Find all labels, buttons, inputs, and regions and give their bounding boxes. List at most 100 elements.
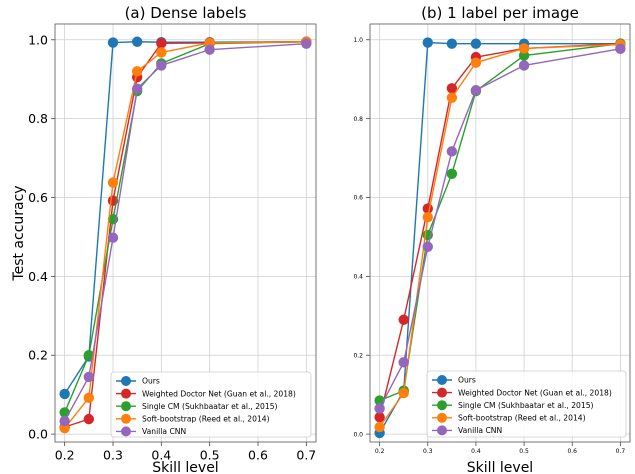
legend-box: [110, 371, 312, 438]
y-tick-label: 0.8: [28, 111, 48, 126]
data-point: [398, 357, 409, 368]
x-axis-label: Skill level: [467, 460, 533, 474]
legend-label: Ours: [458, 376, 476, 385]
y-tick-label: 0.6: [353, 195, 363, 202]
data-point: [156, 38, 167, 49]
data-point: [446, 168, 458, 180]
data-point: [422, 241, 433, 253]
chart-panel-2: 0.2 0.3 0.4 0.5 0.6 0.7 0.0 0.2 0.4 0.6 0.8 1.0 (b) …: [353, 4, 631, 474]
series-5: [374, 43, 626, 414]
data-point: [374, 411, 385, 423]
x-tick-label: 0.2: [55, 448, 75, 463]
data-point: [204, 44, 215, 55]
y-tick-label: 0.4: [353, 274, 363, 281]
series-5: [59, 38, 312, 427]
legend-marker: [437, 400, 447, 411]
data-point: [107, 232, 119, 243]
data-point: [470, 85, 482, 96]
y-tick-label: 0.4: [28, 269, 48, 284]
data-point: [156, 60, 167, 71]
data-point: [518, 60, 530, 71]
data-point: [59, 388, 70, 400]
legend-label: Ours: [142, 377, 160, 386]
data-point: [615, 43, 626, 55]
chart-panel-1: 0.2 0.3 0.4 0.5 0.6 0.7 0.0 0.2 0.4 0.6 0.8 1.0 (a) …: [11, 4, 317, 474]
data-point: [470, 38, 482, 49]
legend-label: Single CM (Sukhbaatar et al., 2015): [458, 401, 594, 410]
legend: Ours Weighted Doctor Net (Guan et al., 20…: [426, 370, 627, 438]
legend-entry: Ours: [116, 376, 160, 386]
data-point: [83, 350, 95, 361]
x-tick-label: 0.5: [200, 448, 220, 463]
data-point: [107, 177, 119, 188]
data-point: [374, 421, 385, 433]
y-tick-label: 0.6: [28, 190, 48, 205]
data-point: [59, 415, 70, 427]
legend-entry: Soft-bootstrap (Reed et al., 2014): [432, 412, 586, 423]
data-point: [301, 38, 312, 49]
x-tick-label: 0.4: [471, 448, 481, 455]
data-point: [156, 47, 167, 58]
legend-entry: Ours: [432, 375, 476, 385]
data-point: [470, 57, 482, 68]
x-axis-label: Skill level: [152, 460, 218, 474]
legend-label: Soft-bootstrap (Reed et al., 2014): [458, 414, 586, 423]
legend-marker: [121, 388, 131, 399]
data-point: [83, 392, 95, 404]
chart-title: (b) 1 label per image: [421, 4, 579, 22]
data-point: [131, 83, 143, 94]
legend-marker: [121, 376, 131, 386]
legend-entry: Single CM (Sukhbaatar et al., 2015): [432, 400, 594, 411]
legend-label: Soft-bootstrap (Reed et al., 2014): [142, 415, 270, 424]
legend-entry: Soft-bootstrap (Reed et al., 2014): [116, 413, 270, 424]
legend-entry: Single CM (Sukhbaatar et al., 2015): [116, 401, 278, 412]
legend-marker: [437, 375, 447, 385]
data-point: [398, 314, 409, 325]
legend-label: Vanilla CNN: [458, 426, 502, 435]
chart-title: (a) Dense labels: [125, 4, 247, 22]
y-tick-label: 0.0: [353, 431, 363, 438]
legend-marker: [437, 387, 447, 398]
legend-entry: Vanilla CNN: [432, 425, 502, 436]
data-point: [83, 413, 95, 425]
data-point: [446, 38, 458, 49]
x-tick-label: 0.3: [423, 448, 433, 455]
data-point: [374, 403, 385, 414]
data-point: [131, 66, 143, 77]
legend-marker: [121, 426, 131, 437]
y-tick-label: 0.0: [28, 427, 48, 442]
data-point: [446, 146, 458, 157]
legend-label: Weighted Doctor Net (Guan et al., 2018): [142, 389, 296, 398]
y-axis-label: Test accuracy: [11, 185, 27, 281]
x-tick-label: 0.3: [103, 448, 123, 463]
legend-marker: [121, 413, 131, 424]
legend-label: Single CM (Sukhbaatar et al., 2015): [142, 402, 278, 411]
x-tick-label: 0.7: [616, 448, 626, 455]
data-point: [518, 43, 530, 54]
data-point: [107, 37, 119, 48]
plot-frame: [369, 23, 631, 443]
x-tick-label: 0.2: [375, 448, 385, 455]
y-tick-label: 0.2: [28, 348, 48, 363]
legend-entry: Weighted Doctor Net (Guan et al., 2018): [432, 387, 612, 398]
y-tick-label: 0.2: [353, 352, 363, 359]
legend-entry: Weighted Doctor Net (Guan et al., 2018): [116, 388, 296, 399]
data-point: [398, 387, 409, 399]
y-tick-label: 1.0: [28, 32, 48, 47]
data-point: [446, 83, 458, 94]
legend-entry: Vanilla CNN: [116, 426, 186, 437]
x-tick-label: 0.4: [151, 448, 171, 463]
y-tick-label: 0.8: [353, 116, 363, 123]
data-point: [422, 37, 433, 48]
y-tick-label: 1.0: [353, 37, 363, 44]
legend-marker: [121, 401, 131, 412]
plot-frame: [54, 23, 317, 443]
x-tick-label: 0.6: [567, 448, 577, 455]
data-point: [131, 36, 143, 47]
x-tick-label: 0.7: [296, 448, 316, 463]
legend-label: Vanilla CNN: [142, 427, 186, 436]
x-tick-label: 0.5: [519, 448, 529, 455]
data-point: [446, 92, 458, 103]
legend-box: [426, 370, 627, 438]
